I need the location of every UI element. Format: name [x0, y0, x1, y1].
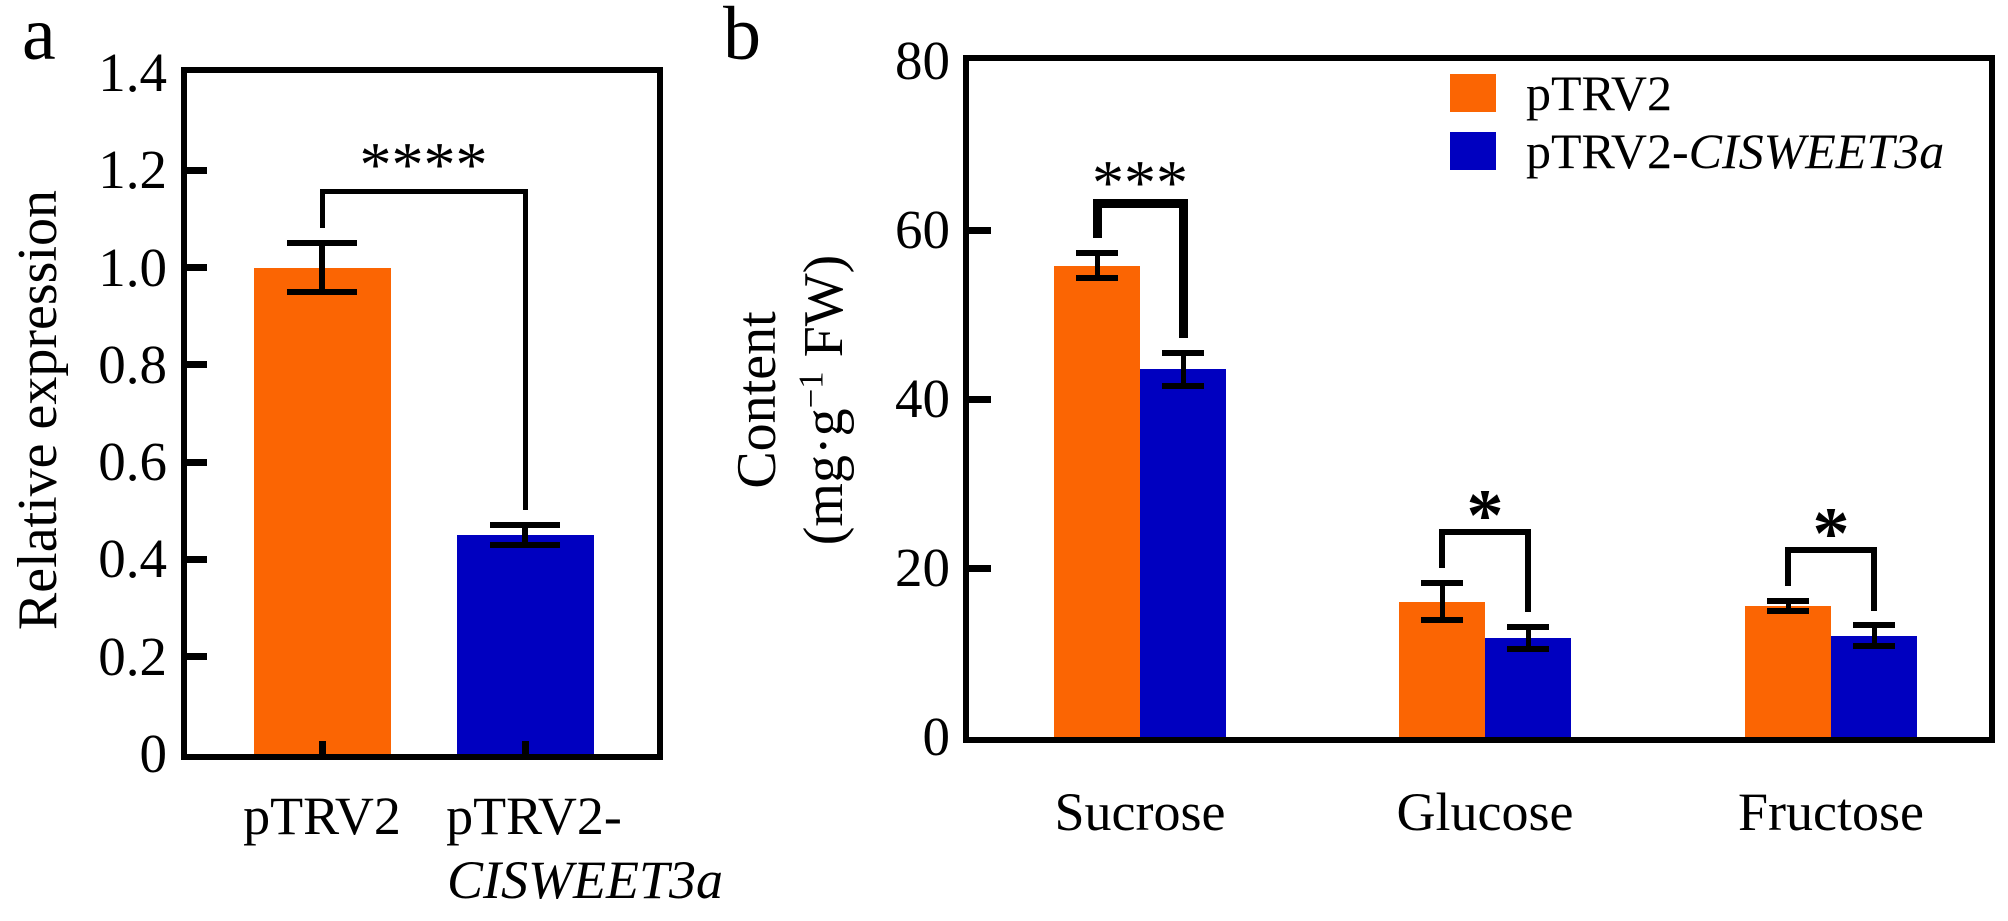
y-tick-label: 0	[922, 706, 951, 767]
significance-stars: *	[1466, 475, 1504, 558]
legend-label-prefix: pTRV2	[1526, 65, 1672, 121]
error-bar-cap	[1853, 642, 1895, 649]
legend-label: pTRV2-CISWEET3a	[1526, 122, 1944, 180]
legend-label-gene: CISWEET3a	[1688, 123, 1945, 179]
bar-ptrv2-fructose	[1745, 606, 1831, 737]
error-bar-line	[1525, 627, 1531, 650]
significance-bracket-line	[1785, 546, 1877, 553]
error-bar-cap	[1507, 646, 1549, 653]
error-bar-line	[1439, 583, 1445, 621]
y-axis-tick	[969, 395, 991, 403]
y-tick-label: 1.4	[98, 42, 167, 103]
legend-label: pTRV2	[1526, 64, 1672, 122]
significance-bracket-line	[319, 188, 528, 194]
y-axis-tick	[187, 264, 207, 272]
y-tick-label: 0.4	[98, 528, 167, 590]
category-label: pTRV2-	[446, 786, 622, 846]
y-axis-tick	[969, 564, 991, 572]
error-bar-cap	[490, 522, 560, 529]
error-bar-cap	[1421, 617, 1463, 624]
error-bar-cap	[1162, 349, 1204, 356]
error-bar-cap	[1767, 597, 1809, 604]
bar-ptrv2	[253, 267, 391, 754]
y-tick-label: 80	[895, 30, 950, 91]
significance-bracket-line	[1785, 546, 1791, 587]
category-label: Fructose	[1738, 782, 1924, 842]
y-tick-label: 1.2	[98, 139, 167, 201]
y-axis-tick	[187, 555, 207, 563]
y-tick-label: 1.0	[98, 236, 167, 298]
significance-bracket-line	[1092, 198, 1188, 208]
significance-bracket-line	[319, 188, 325, 229]
category-label: Sucrose	[1054, 782, 1226, 842]
error-bar-line	[1094, 252, 1100, 279]
error-bar-line	[319, 243, 325, 292]
bar-ptrv2-cisweet3a	[456, 535, 594, 754]
significance-bracket-line	[522, 188, 528, 511]
bar-ptrv2-cisweet3a-glucose	[1485, 638, 1571, 737]
error-bar-cap	[1076, 275, 1118, 282]
error-bar-line	[1785, 600, 1791, 612]
x-axis-tick	[318, 741, 326, 754]
error-bar-line	[522, 525, 528, 545]
significance-bracket-line	[1525, 529, 1531, 613]
y-axis-tick	[187, 458, 207, 466]
y-tick-label: 0.2	[98, 625, 167, 687]
panel-a-label: a	[22, 0, 56, 76]
y-axis-tick	[187, 653, 207, 661]
error-bar-cap	[287, 288, 357, 295]
y-axis-tick	[187, 361, 207, 369]
significance-bracket-line	[1439, 529, 1445, 569]
y-tick-label: 40	[895, 368, 950, 429]
legend-swatch	[1450, 132, 1496, 170]
error-bar-cap	[287, 240, 357, 247]
y-tick-label: 0	[139, 723, 168, 784]
error-bar-cap	[490, 541, 560, 548]
significance-stars: *	[1812, 492, 1850, 575]
panel-a-plot-area: ****	[181, 67, 663, 760]
error-bar-line	[1871, 625, 1877, 646]
x-axis-tick	[521, 741, 529, 754]
y-axis-unit-suffix: FW)	[793, 254, 855, 372]
legend-label-prefix: pTRV2-	[1526, 123, 1689, 179]
error-bar-cap	[1076, 249, 1118, 256]
error-bar-line	[1180, 352, 1186, 387]
legend-swatch	[1450, 74, 1496, 112]
category-label: Glucose	[1396, 782, 1574, 842]
y-axis-tick	[187, 166, 207, 174]
significance-stars: ****	[359, 128, 488, 200]
error-bar-cap	[1421, 580, 1463, 587]
y-axis-tick	[969, 226, 991, 234]
category-label: pTRV2	[243, 786, 401, 846]
bar-ptrv2-cisweet3a-sucrose	[1140, 369, 1226, 737]
y-tick-label: 20	[895, 537, 950, 598]
significance-bracket-line	[1178, 198, 1188, 338]
bar-ptrv2-glucose	[1399, 601, 1485, 737]
significance-bracket-line	[1871, 546, 1877, 611]
panel-b-label: b	[723, 0, 761, 76]
significance-bracket-line	[1092, 198, 1102, 238]
bar-ptrv2-cisweet3a-fructose	[1831, 635, 1917, 737]
bar-ptrv2-sucrose	[1054, 265, 1140, 737]
significance-stars: ***	[1092, 146, 1188, 218]
y-tick-label: 0.8	[98, 333, 167, 395]
y-tick-label: 60	[895, 199, 950, 260]
error-bar-cap	[1162, 383, 1204, 390]
error-bar-cap	[1767, 608, 1809, 615]
error-bar-cap	[1507, 624, 1549, 631]
category-label: CISWEET3a	[447, 850, 723, 910]
y-tick-label: 0.6	[98, 431, 167, 493]
error-bar-cap	[1853, 622, 1895, 629]
significance-bracket-line	[1439, 529, 1531, 536]
